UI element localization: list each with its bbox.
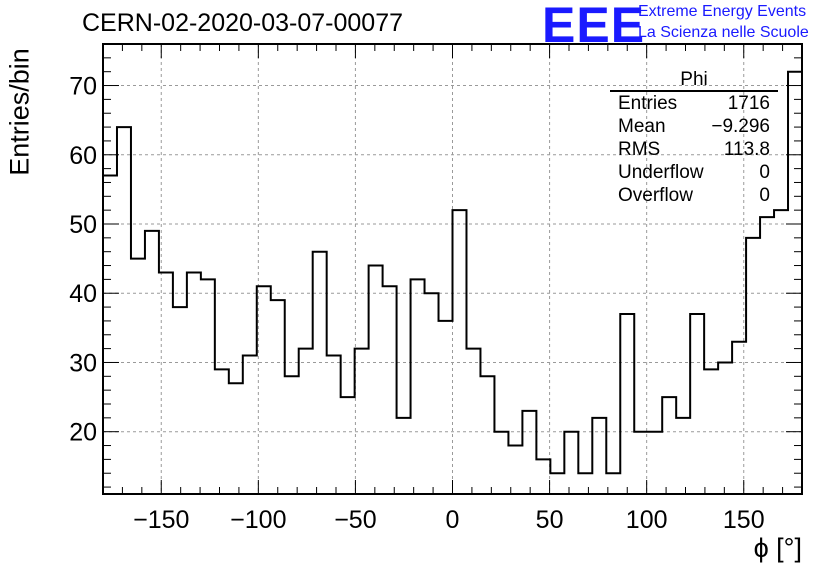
stats-row-mean: Mean −9.296 bbox=[610, 115, 778, 138]
histogram-bin bbox=[313, 252, 327, 494]
stats-value: 0 bbox=[759, 162, 770, 183]
stats-row-underflow: Underflow 0 bbox=[610, 161, 778, 184]
y-tick-label: 40 bbox=[69, 280, 97, 308]
y-tick-label: 60 bbox=[69, 142, 97, 170]
histogram-bin bbox=[592, 418, 606, 494]
x-tick-label: 100 bbox=[626, 506, 668, 534]
x-tick-label: −150 bbox=[133, 506, 189, 534]
histogram-bin bbox=[578, 473, 592, 494]
histogram-bin bbox=[704, 369, 718, 494]
histogram-bin bbox=[117, 127, 131, 494]
histogram-bin bbox=[746, 238, 760, 494]
histogram-bin bbox=[425, 293, 439, 494]
y-axis-label: Entries/bin bbox=[4, 48, 35, 176]
stats-row-rms: RMS 113.8 bbox=[610, 138, 778, 161]
histogram-bin bbox=[536, 459, 550, 494]
histogram-bin bbox=[229, 383, 243, 494]
stats-row-entries: Entries 1716 bbox=[610, 92, 778, 115]
histogram-bin bbox=[718, 362, 732, 494]
histogram-bin bbox=[760, 217, 774, 494]
histogram-bin bbox=[480, 376, 494, 494]
stats-label: Overflow bbox=[618, 185, 693, 206]
y-tick-label: 30 bbox=[69, 349, 97, 377]
x-tick-label: 50 bbox=[536, 506, 564, 534]
stats-value: 1716 bbox=[727, 93, 770, 114]
histogram-bin bbox=[676, 418, 690, 494]
y-tick-label: 70 bbox=[69, 73, 97, 101]
histogram-bin bbox=[732, 342, 746, 494]
histogram-bin bbox=[550, 473, 564, 494]
stats-value: −9.296 bbox=[711, 116, 770, 137]
histogram-bin bbox=[788, 72, 802, 494]
histogram-bin bbox=[522, 411, 536, 494]
stats-value: 0 bbox=[759, 185, 770, 206]
histogram-bin bbox=[564, 432, 578, 494]
y-tick-label: 50 bbox=[69, 211, 97, 239]
x-axis-label: ϕ [°] bbox=[753, 533, 802, 563]
histogram-bin bbox=[397, 418, 411, 494]
y-tick-label: 20 bbox=[69, 419, 97, 447]
histogram-line bbox=[103, 70, 802, 475]
stats-box: Phi Entries 1716 Mean −9.296 RMS 113.8 U… bbox=[610, 70, 778, 207]
histogram-bin bbox=[453, 210, 467, 494]
histogram-bin bbox=[690, 314, 704, 494]
stats-row-overflow: Overflow 0 bbox=[610, 184, 778, 207]
histogram-bin bbox=[243, 356, 257, 494]
brand-name: Extreme Energy Events bbox=[638, 3, 807, 20]
histogram-bin bbox=[620, 314, 634, 494]
histogram-bin bbox=[145, 231, 159, 494]
histogram-bin bbox=[508, 446, 522, 494]
stats-value: 113.8 bbox=[723, 139, 770, 160]
histogram-bin bbox=[187, 272, 201, 494]
x-tick-label: 0 bbox=[446, 506, 460, 534]
x-tick-label: 150 bbox=[723, 506, 765, 534]
histogram-bin bbox=[634, 432, 648, 494]
stats-label: Entries bbox=[618, 93, 678, 114]
histogram-bin bbox=[662, 397, 676, 494]
histogram-bin bbox=[494, 432, 508, 494]
histogram-bin bbox=[439, 321, 453, 494]
histogram-bin bbox=[606, 473, 620, 494]
histogram-bin bbox=[271, 300, 285, 494]
histogram-bin bbox=[159, 272, 173, 494]
brand-subtitle: La Scienza nelle Scuole bbox=[638, 24, 809, 41]
histogram-bin bbox=[411, 279, 425, 494]
stats-label: RMS bbox=[618, 139, 661, 160]
stats-title: Phi bbox=[610, 70, 778, 92]
histogram-bin bbox=[341, 397, 355, 494]
x-tick-label: −100 bbox=[230, 506, 286, 534]
eee-logo: EEE bbox=[542, 0, 646, 53]
histogram-bin bbox=[774, 210, 788, 494]
stats-label: Underflow bbox=[618, 162, 704, 183]
histogram-bin bbox=[201, 279, 215, 494]
histogram-bin bbox=[355, 349, 369, 494]
histogram-bin bbox=[369, 266, 383, 494]
stats-label: Mean bbox=[618, 116, 666, 137]
run-title: CERN-02-2020-03-07-00077 bbox=[82, 9, 404, 37]
histogram-bin bbox=[327, 356, 341, 494]
histogram-bin bbox=[648, 432, 662, 494]
histogram-bin bbox=[131, 259, 145, 494]
histogram-bin bbox=[257, 286, 271, 494]
x-tick-label: −50 bbox=[334, 506, 376, 534]
histogram-bin bbox=[299, 349, 313, 494]
histogram-bin bbox=[215, 369, 229, 494]
histogram-bin bbox=[173, 307, 187, 494]
histogram-bin bbox=[383, 286, 397, 494]
histogram-bin bbox=[466, 349, 480, 494]
histogram-bin bbox=[285, 376, 299, 494]
